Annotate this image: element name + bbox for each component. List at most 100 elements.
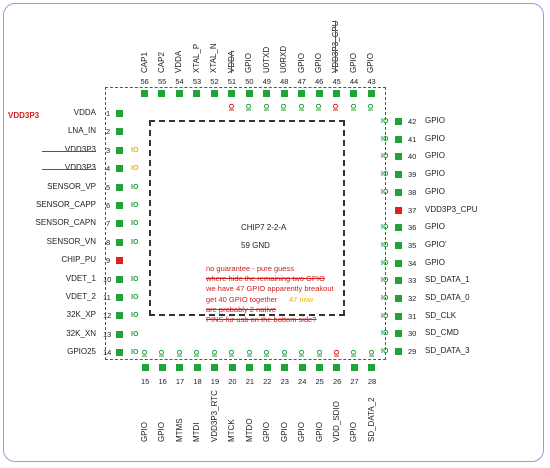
bottom-pin-io-text: IO [194, 349, 202, 357]
right-pin-label: SD_DATA_3 [425, 346, 470, 356]
right-pin-label: GPIO [425, 186, 446, 196]
right-pin-number: 36 [408, 223, 417, 233]
top-pin-label-text: GPIO [348, 52, 358, 73]
right-pin-io: IO [381, 259, 389, 267]
right-pin-io: IO [381, 171, 389, 179]
right-pin-label: VDD3P3_CPU [425, 204, 478, 214]
bottom-pin-pad [158, 364, 166, 371]
bottom-pin-label-text: MTDO [244, 418, 254, 442]
left-pin-io: IO [131, 146, 139, 154]
bottom-pin-io-text: IO [264, 349, 272, 357]
right-pin-number: 34 [408, 258, 417, 268]
left-pin-number: 11 [103, 293, 111, 302]
top-pin-number: 43 [367, 77, 376, 86]
left-pin-pad [116, 349, 123, 357]
top-pin-io-text: IO [333, 103, 341, 111]
top-pin-pad [332, 90, 340, 97]
right-pin-label: GPIO [425, 169, 446, 179]
right-pin-number: 41 [408, 134, 417, 144]
left-pin-pad [116, 275, 123, 283]
top-pin-pad [298, 90, 306, 97]
left-pin-pad [116, 257, 123, 265]
annotation-line: where hide the remaining two GPIO [206, 274, 325, 284]
bottom-pin-io-text: IO [229, 349, 237, 357]
bottom-pin-io-text: IO [299, 349, 307, 357]
top-pin-io-text: IO [350, 103, 358, 111]
left-pin-number: 12 [103, 311, 112, 321]
annotation-line: we have 47 GPIO apparently breakout [206, 284, 334, 294]
top-pin-number: 44 [349, 77, 359, 86]
left-pin-strike [42, 169, 96, 171]
top-pin-number: 51 [227, 77, 237, 86]
left-pin-io: IO [131, 312, 139, 320]
right-pin-pad [395, 188, 402, 196]
right-pin-number: 38 [408, 187, 417, 197]
annotation-line: no guarantee - pure guess [206, 264, 294, 273]
left-pin-pad [116, 220, 123, 228]
chip-die-outline [149, 120, 345, 316]
left-pin-pad [116, 128, 123, 136]
diagram-frame [3, 3, 544, 462]
bottom-pin-number: 17 [175, 377, 185, 386]
bottom-pin-io-text: IO [142, 349, 149, 357]
bottom-pin-number: 22 [263, 377, 272, 386]
left-pin-label: VDET_1 [65, 273, 96, 283]
left-pin-number: 4 [106, 164, 111, 174]
right-pin-number: 40 [408, 152, 417, 162]
annotation-line: PINS fur usb on the bottom side? [206, 315, 317, 324]
right-pin-io: IO [381, 330, 389, 338]
bottom-pin-label-text: SD_DATA_2 [366, 397, 376, 442]
right-pin-number: 31 [408, 311, 417, 321]
bottom-pin-label-text: GPIO [349, 421, 359, 442]
right-pin-pad [395, 295, 402, 302]
left-pin-io: IO [131, 220, 139, 228]
left-pin-number: 14 [103, 348, 112, 358]
right-pin-pad [395, 348, 402, 356]
bottom-pin-label-text: MTDI [192, 422, 202, 442]
bottom-pin-io-text: IO [246, 349, 254, 357]
bottom-pin-io-text: IO [351, 349, 359, 357]
top-pin-io-text: IO [263, 103, 271, 111]
top-pin-label-text: GPIO [244, 52, 254, 73]
bottom-pin-pad [228, 364, 236, 371]
bottom-pin-pad [333, 364, 341, 371]
top-pin-number: 55 [157, 77, 167, 86]
left-pin-pad [116, 202, 123, 209]
bottom-pin-pad [246, 364, 254, 371]
right-pin-number: 29 [408, 347, 417, 357]
bottom-pin-number: 19 [210, 377, 220, 386]
top-pin-number: 49 [262, 77, 271, 86]
bottom-pin-label-text: GPIO [279, 421, 289, 442]
right-pin-label: GPIO [425, 116, 446, 125]
left-pin-label: VDET_2 [65, 292, 96, 301]
bottom-pin-number: 25 [315, 377, 324, 386]
left-pin-number: 1 [106, 109, 111, 118]
left-pin-label: 32K_XN [66, 328, 96, 338]
right-pin-pad [395, 153, 402, 161]
bottom-pin-label-text: GPIO [140, 421, 149, 442]
bottom-pin-pad [263, 364, 271, 371]
left-pin-number: 8 [106, 237, 111, 247]
right-pin-io: IO [381, 188, 389, 196]
bottom-pin-pad [350, 364, 358, 371]
bottom-pin-number: 21 [245, 377, 255, 386]
right-pin-pad [395, 224, 402, 232]
bottom-pin-number: 26 [332, 377, 342, 386]
right-pin-number: 37 [408, 205, 417, 215]
top-pin-io-text: IO [368, 103, 376, 111]
top-pin-label-text: GPIO [314, 52, 323, 73]
left-pin-pad [116, 183, 123, 191]
top-pin-pad [210, 90, 218, 97]
chip-package-outline [105, 87, 386, 360]
left-pin-io: IO [131, 238, 139, 246]
top-pin-pad [175, 90, 183, 97]
bottom-pin-io-text: IO [333, 349, 341, 357]
top-pin-number: 46 [315, 77, 324, 86]
left-pin-label: VDD3P3 [64, 163, 96, 173]
chip-name: CHIP7 2-2-A [241, 223, 287, 232]
left-pin-number: 7 [106, 219, 111, 229]
annotation-line: get 40 GPIO together [206, 294, 278, 304]
bottom-pin-number: 16 [158, 377, 167, 386]
right-pin-label: SD_DATA_0 [425, 293, 470, 302]
bottom-pin-io-text: IO [316, 349, 324, 357]
